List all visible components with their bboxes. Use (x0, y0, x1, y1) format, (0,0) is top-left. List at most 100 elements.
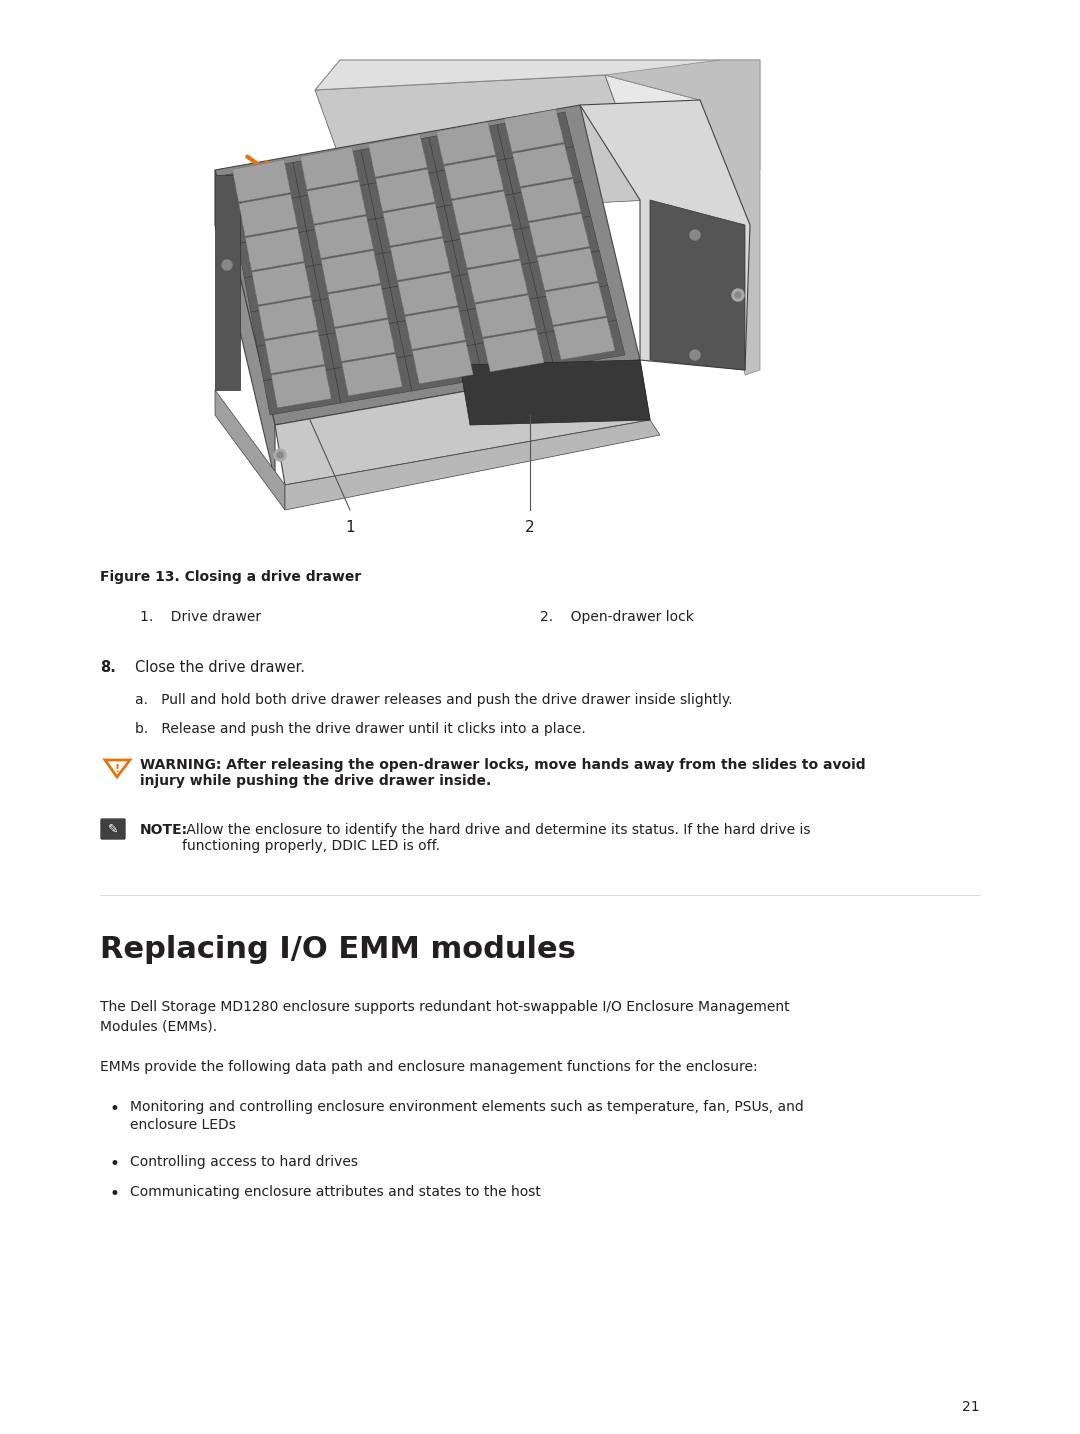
Polygon shape (487, 348, 542, 363)
Polygon shape (245, 228, 305, 271)
Text: •: • (110, 1100, 120, 1119)
Polygon shape (529, 251, 608, 298)
Polygon shape (580, 100, 750, 370)
Polygon shape (313, 254, 390, 300)
Polygon shape (368, 172, 445, 219)
Polygon shape (346, 373, 401, 386)
Polygon shape (413, 341, 473, 384)
Polygon shape (529, 214, 590, 255)
Polygon shape (483, 330, 544, 371)
Polygon shape (243, 214, 296, 227)
Polygon shape (339, 338, 393, 353)
Polygon shape (314, 217, 374, 258)
Polygon shape (475, 333, 554, 379)
Text: •: • (110, 1154, 120, 1173)
Polygon shape (445, 194, 522, 241)
Text: 21: 21 (962, 1400, 980, 1414)
Polygon shape (215, 105, 640, 424)
Polygon shape (558, 337, 612, 350)
Text: b.   Release and push the drive drawer until it clicks into a place.: b. Release and push the drive drawer unt… (135, 721, 585, 736)
Polygon shape (383, 204, 443, 245)
Polygon shape (436, 159, 513, 206)
Polygon shape (262, 317, 315, 330)
Polygon shape (368, 135, 428, 176)
Polygon shape (397, 272, 458, 315)
Text: Allow the enclosure to identify the hard drive and determine its status. If the : Allow the enclosure to identify the hard… (183, 823, 810, 853)
Polygon shape (390, 275, 468, 323)
Polygon shape (537, 248, 598, 291)
Polygon shape (293, 149, 368, 196)
Polygon shape (545, 282, 607, 326)
Polygon shape (390, 238, 450, 281)
Polygon shape (505, 146, 582, 194)
Polygon shape (300, 148, 359, 189)
Polygon shape (307, 219, 382, 265)
Polygon shape (315, 60, 755, 151)
Text: Figure 13. Closing a drive drawer: Figure 13. Closing a drive drawer (100, 569, 361, 584)
Polygon shape (720, 60, 760, 171)
Text: !: ! (114, 764, 120, 774)
Polygon shape (429, 125, 505, 172)
Text: 1.    Drive drawer: 1. Drive drawer (140, 609, 261, 624)
Polygon shape (405, 307, 465, 350)
Polygon shape (534, 232, 588, 247)
Polygon shape (468, 261, 528, 303)
Polygon shape (444, 156, 503, 199)
Polygon shape (275, 360, 650, 485)
Text: 8.: 8. (100, 660, 116, 675)
Polygon shape (239, 194, 297, 237)
Polygon shape (265, 331, 324, 373)
Circle shape (690, 350, 700, 360)
Polygon shape (545, 320, 625, 367)
Text: 2: 2 (525, 521, 535, 535)
Polygon shape (285, 420, 660, 511)
Polygon shape (464, 245, 517, 258)
Polygon shape (504, 109, 564, 152)
Polygon shape (380, 188, 433, 202)
Circle shape (274, 449, 286, 460)
Polygon shape (258, 297, 318, 340)
Text: Close the drive drawer.: Close the drive drawer. (135, 660, 305, 675)
Polygon shape (311, 201, 364, 215)
Polygon shape (550, 303, 604, 315)
Polygon shape (334, 357, 411, 403)
Polygon shape (512, 143, 572, 186)
Polygon shape (522, 217, 599, 262)
Polygon shape (315, 75, 650, 215)
Polygon shape (553, 317, 615, 360)
Polygon shape (394, 258, 448, 271)
Polygon shape (327, 323, 405, 369)
Text: NOTE:: NOTE: (140, 823, 188, 837)
Circle shape (276, 452, 283, 457)
Polygon shape (325, 270, 379, 284)
Text: EMMs provide the following data path and enclosure management functions for the : EMMs provide the following data path and… (100, 1060, 758, 1074)
Text: a.   Pull and hold both drive drawer releases and push the drive drawer inside s: a. Pull and hold both drive drawer relea… (135, 693, 732, 707)
Polygon shape (397, 310, 475, 357)
Polygon shape (605, 75, 745, 225)
Text: •: • (110, 1184, 120, 1203)
Text: Monitoring and controlling enclosure environment elements such as temperature, f: Monitoring and controlling enclosure env… (130, 1100, 804, 1133)
Polygon shape (521, 179, 581, 221)
Polygon shape (468, 298, 545, 344)
Polygon shape (256, 282, 309, 295)
Polygon shape (321, 251, 380, 293)
Polygon shape (237, 179, 288, 192)
Polygon shape (215, 175, 240, 390)
Polygon shape (382, 241, 460, 288)
Polygon shape (257, 334, 334, 380)
Polygon shape (453, 228, 529, 275)
Polygon shape (605, 60, 760, 376)
Polygon shape (480, 314, 534, 328)
Polygon shape (252, 262, 311, 305)
Polygon shape (373, 153, 426, 168)
Text: Replacing I/O EMM modules: Replacing I/O EMM modules (100, 935, 576, 964)
Polygon shape (448, 176, 501, 189)
Polygon shape (472, 280, 526, 293)
Polygon shape (305, 166, 356, 181)
Polygon shape (321, 288, 397, 334)
Polygon shape (269, 351, 323, 364)
Polygon shape (215, 390, 285, 511)
Text: Communicating enclosure attributes and states to the host: Communicating enclosure attributes and s… (130, 1184, 541, 1199)
Circle shape (732, 290, 744, 301)
Polygon shape (328, 285, 388, 327)
